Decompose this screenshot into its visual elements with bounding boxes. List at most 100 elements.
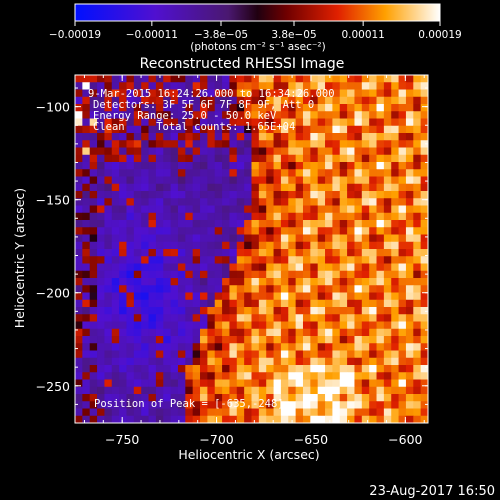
colorbar-tick-label: −3.8e−05 xyxy=(194,29,248,41)
heatmap-cell xyxy=(302,263,311,272)
heatmap-cell xyxy=(126,75,135,83)
heatmap-cell xyxy=(405,292,414,301)
heatmap-cell xyxy=(155,285,164,293)
heatmap-cell xyxy=(200,96,208,105)
heatmap-cell xyxy=(222,307,230,315)
heatmap-cell xyxy=(119,270,127,279)
heatmap-cell xyxy=(133,372,142,380)
heatmap-cell xyxy=(258,256,267,264)
heatmap-cell xyxy=(200,162,208,170)
heatmap-cell xyxy=(200,256,208,264)
heatmap-cell xyxy=(332,336,341,344)
heatmap-cell xyxy=(295,415,304,423)
heatmap-cell xyxy=(192,212,201,221)
heatmap-cell xyxy=(244,169,252,177)
heatmap-cell xyxy=(119,133,127,141)
heatmap-cell xyxy=(369,386,377,395)
heatmap-cell xyxy=(200,299,208,308)
heatmap-cell xyxy=(302,314,311,322)
heatmap-cell xyxy=(405,140,414,148)
heatmap-cell xyxy=(163,401,171,409)
heatmap-cell xyxy=(413,220,422,228)
heatmap-cell xyxy=(280,169,289,177)
heatmap-cell xyxy=(361,350,370,359)
heatmap-cell xyxy=(155,198,164,206)
heatmap-cell xyxy=(177,191,186,199)
heatmap-cell xyxy=(133,169,142,177)
heatmap-cell xyxy=(266,96,274,105)
heatmap-cell xyxy=(104,270,113,279)
heatmap-cell xyxy=(177,256,186,264)
heatmap-cell xyxy=(302,357,311,366)
heatmap-cell xyxy=(339,169,348,177)
heatmap-cell xyxy=(339,386,348,395)
heatmap-cell xyxy=(119,227,127,235)
heatmap-cell xyxy=(111,140,120,148)
heatmap-cell xyxy=(111,270,120,279)
heatmap-cell xyxy=(310,365,319,373)
heatmap-cell xyxy=(361,169,370,177)
heatmap-cell xyxy=(126,118,135,127)
heatmap-cell xyxy=(163,212,171,221)
heatmap-cell xyxy=(222,292,230,301)
heatmap-cell xyxy=(104,372,113,380)
heatmap-cell xyxy=(222,386,230,395)
heatmap-cell xyxy=(141,401,149,409)
heatmap-cell xyxy=(376,263,385,272)
heatmap-cell xyxy=(126,401,135,409)
heatmap-cell xyxy=(244,205,252,214)
heatmap-cell xyxy=(141,285,149,293)
heatmap-cell xyxy=(280,415,289,423)
heatmap-cell xyxy=(251,75,260,83)
heatmap-cell xyxy=(376,379,385,388)
heatmap-cell xyxy=(413,386,422,395)
heatmap-cell xyxy=(75,249,83,257)
heatmap-cell xyxy=(192,220,201,228)
heatmap-cell xyxy=(295,212,304,221)
heatmap-cell xyxy=(229,118,238,127)
heatmap-cell xyxy=(405,212,414,221)
heatmap-cell xyxy=(192,401,201,409)
heatmap-cell xyxy=(170,162,179,170)
heatmap-cell xyxy=(258,111,267,119)
heatmap-cell xyxy=(170,401,179,409)
heatmap-cell xyxy=(236,140,245,148)
heatmap-cell xyxy=(111,154,120,163)
heatmap-cell xyxy=(413,212,422,221)
heatmap-cell xyxy=(273,140,282,148)
heatmap-cell xyxy=(141,183,149,192)
heatmap-cell xyxy=(133,256,142,264)
heatmap-cell xyxy=(222,125,230,134)
heatmap-cell xyxy=(236,307,245,315)
heatmap-cell xyxy=(266,401,274,409)
heatmap-cell xyxy=(126,314,135,322)
heatmap-cell xyxy=(398,147,407,156)
heatmap-cell xyxy=(273,227,282,235)
heatmap-cell xyxy=(244,249,252,257)
heatmap-cell xyxy=(383,154,392,163)
heatmap-cell xyxy=(177,96,186,105)
heatmap-cell xyxy=(310,147,319,156)
heatmap-cell xyxy=(361,401,370,409)
heatmap-cell xyxy=(354,328,363,337)
heatmap-cell xyxy=(317,104,326,112)
heatmap-cell xyxy=(310,299,319,308)
heatmap-cell xyxy=(354,176,363,185)
heatmap-cell xyxy=(104,111,113,119)
heatmap-cell xyxy=(75,415,83,423)
heatmap-cell xyxy=(192,169,201,177)
heatmap-cell xyxy=(420,169,428,177)
heatmap-cell xyxy=(405,415,414,423)
heatmap-cell xyxy=(317,133,326,141)
heatmap-cell xyxy=(398,270,407,279)
heatmap-cell xyxy=(244,212,252,221)
heatmap-cell xyxy=(214,270,223,279)
heatmap-cell xyxy=(222,220,230,228)
heatmap-cell xyxy=(222,183,230,192)
heatmap-cell xyxy=(75,292,83,301)
heatmap-cell xyxy=(104,408,113,417)
heatmap-cell xyxy=(317,263,326,272)
heatmap-cell xyxy=(155,386,164,395)
heatmap-cell xyxy=(82,183,91,192)
heatmap-cell xyxy=(214,350,223,359)
